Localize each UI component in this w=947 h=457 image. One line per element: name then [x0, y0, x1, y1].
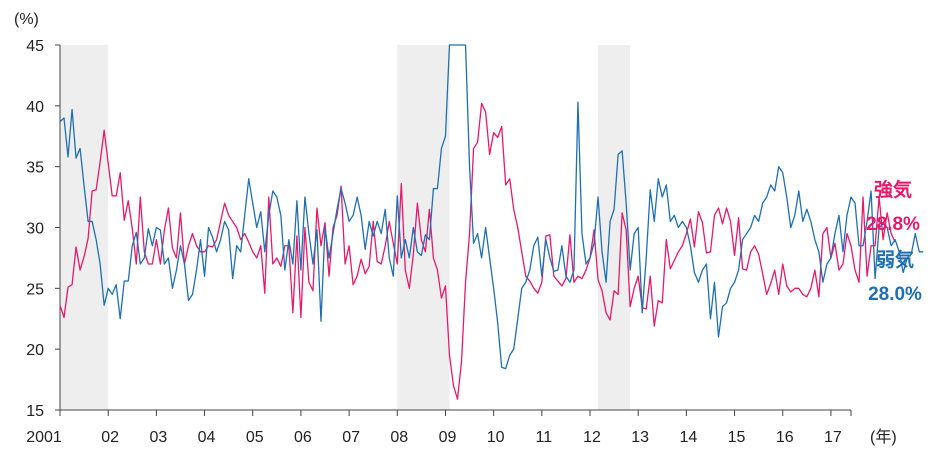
x-tick-label: 14 — [679, 429, 697, 446]
y-tick-label: 20 — [26, 342, 44, 359]
y-tick-label: 15 — [26, 403, 44, 420]
x-tick-label: 17 — [824, 429, 842, 446]
x-tick-label: 09 — [439, 429, 457, 446]
x-tick-label: 06 — [294, 429, 312, 446]
x-tick-label: 2001 — [26, 429, 62, 446]
y-tick-label: 45 — [26, 38, 44, 55]
series-label-bullish: 強気 — [874, 178, 912, 201]
series-line-bearish — [59, 44, 924, 370]
x-tick-label: 08 — [390, 429, 408, 446]
x-tick-label: 15 — [728, 429, 746, 446]
x-tick-label: 16 — [776, 429, 794, 446]
y-axis-unit: (%) — [14, 11, 39, 28]
shaded-period-2 — [397, 45, 450, 410]
series-line-bullish — [59, 102, 896, 400]
shaded-periods — [60, 45, 631, 410]
x-tick-label: 07 — [342, 429, 360, 446]
axes — [55, 44, 852, 416]
x-tick-label: 11 — [536, 429, 553, 446]
x-tick-label: 04 — [198, 429, 216, 446]
y-tick-label: 40 — [26, 99, 44, 116]
y-tick-label: 25 — [26, 281, 44, 298]
series-value-bearish: 28.0% — [868, 284, 922, 305]
series-label-bearish: 弱気 — [876, 248, 914, 271]
series-lines — [59, 44, 924, 400]
x-tick-label: 13 — [631, 429, 649, 446]
x-tick-label: 03 — [149, 429, 167, 446]
y-tick-label: 30 — [26, 221, 44, 238]
x-tick-label: 12 — [583, 429, 601, 446]
shaded-period-1 — [60, 45, 109, 410]
shaded-period-3 — [598, 45, 631, 410]
y-tick-label: 35 — [26, 160, 44, 177]
x-axis-unit: (年) — [870, 428, 897, 446]
x-tick-label: 05 — [246, 429, 264, 446]
series-value-bullish: 28.8% — [866, 214, 920, 235]
axis-labels: 15 20 25 30 35 40 45 2001 02 03 04 05 06 07 08 09 10 11 12… — [26, 38, 842, 446]
x-tick-label: 02 — [101, 429, 119, 446]
x-tick-label: 10 — [487, 429, 505, 446]
